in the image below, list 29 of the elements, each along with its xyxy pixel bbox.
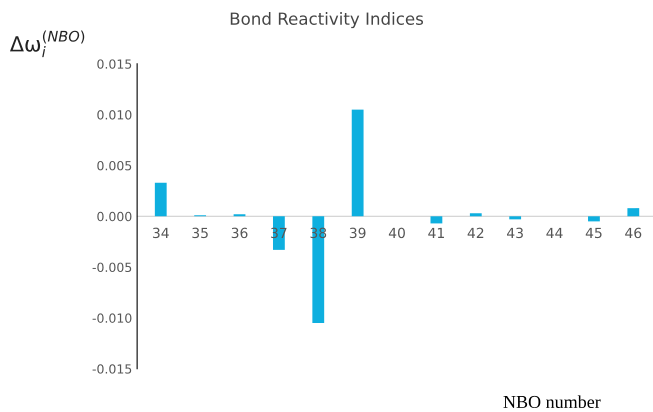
x-tick-label: 36 [232,228,248,238]
y-axis-title: Δω$^{(NBO)}$$_{i}$ [10,30,84,58]
bar [588,216,600,222]
x-tick-label: 42 [468,228,484,238]
x-tick-label: 35 [192,228,208,238]
bar [154,182,167,216]
x-tick-label: 40 [388,228,405,238]
bar [430,216,442,224]
y-tick-label: -0.005 [92,262,132,272]
chart-title: Bond Reactivity Indices [230,12,424,28]
y-tick-label: 0.005 [97,160,132,170]
x-tick-label: 46 [625,228,642,238]
bar [352,110,364,216]
x-tick-label: 41 [428,228,444,238]
x-tick-label: 44 [546,228,563,238]
x-tick-label: 45 [586,228,602,238]
y-tick-label: 0.010 [97,110,132,120]
bar [470,213,482,216]
bar [509,216,522,220]
y-tick-label: -0.015 [92,364,132,374]
y-tick-label: 0.000 [97,212,132,222]
x-tick-label: 34 [152,228,169,238]
bar [627,208,640,216]
bar [312,216,324,324]
x-axis-title: NBO number [503,395,601,408]
x-tick-label: 43 [507,228,523,238]
y-tick-label: 0.015 [97,59,132,69]
x-tick-label: 39 [350,228,366,238]
y-tick-label: -0.010 [92,313,132,323]
